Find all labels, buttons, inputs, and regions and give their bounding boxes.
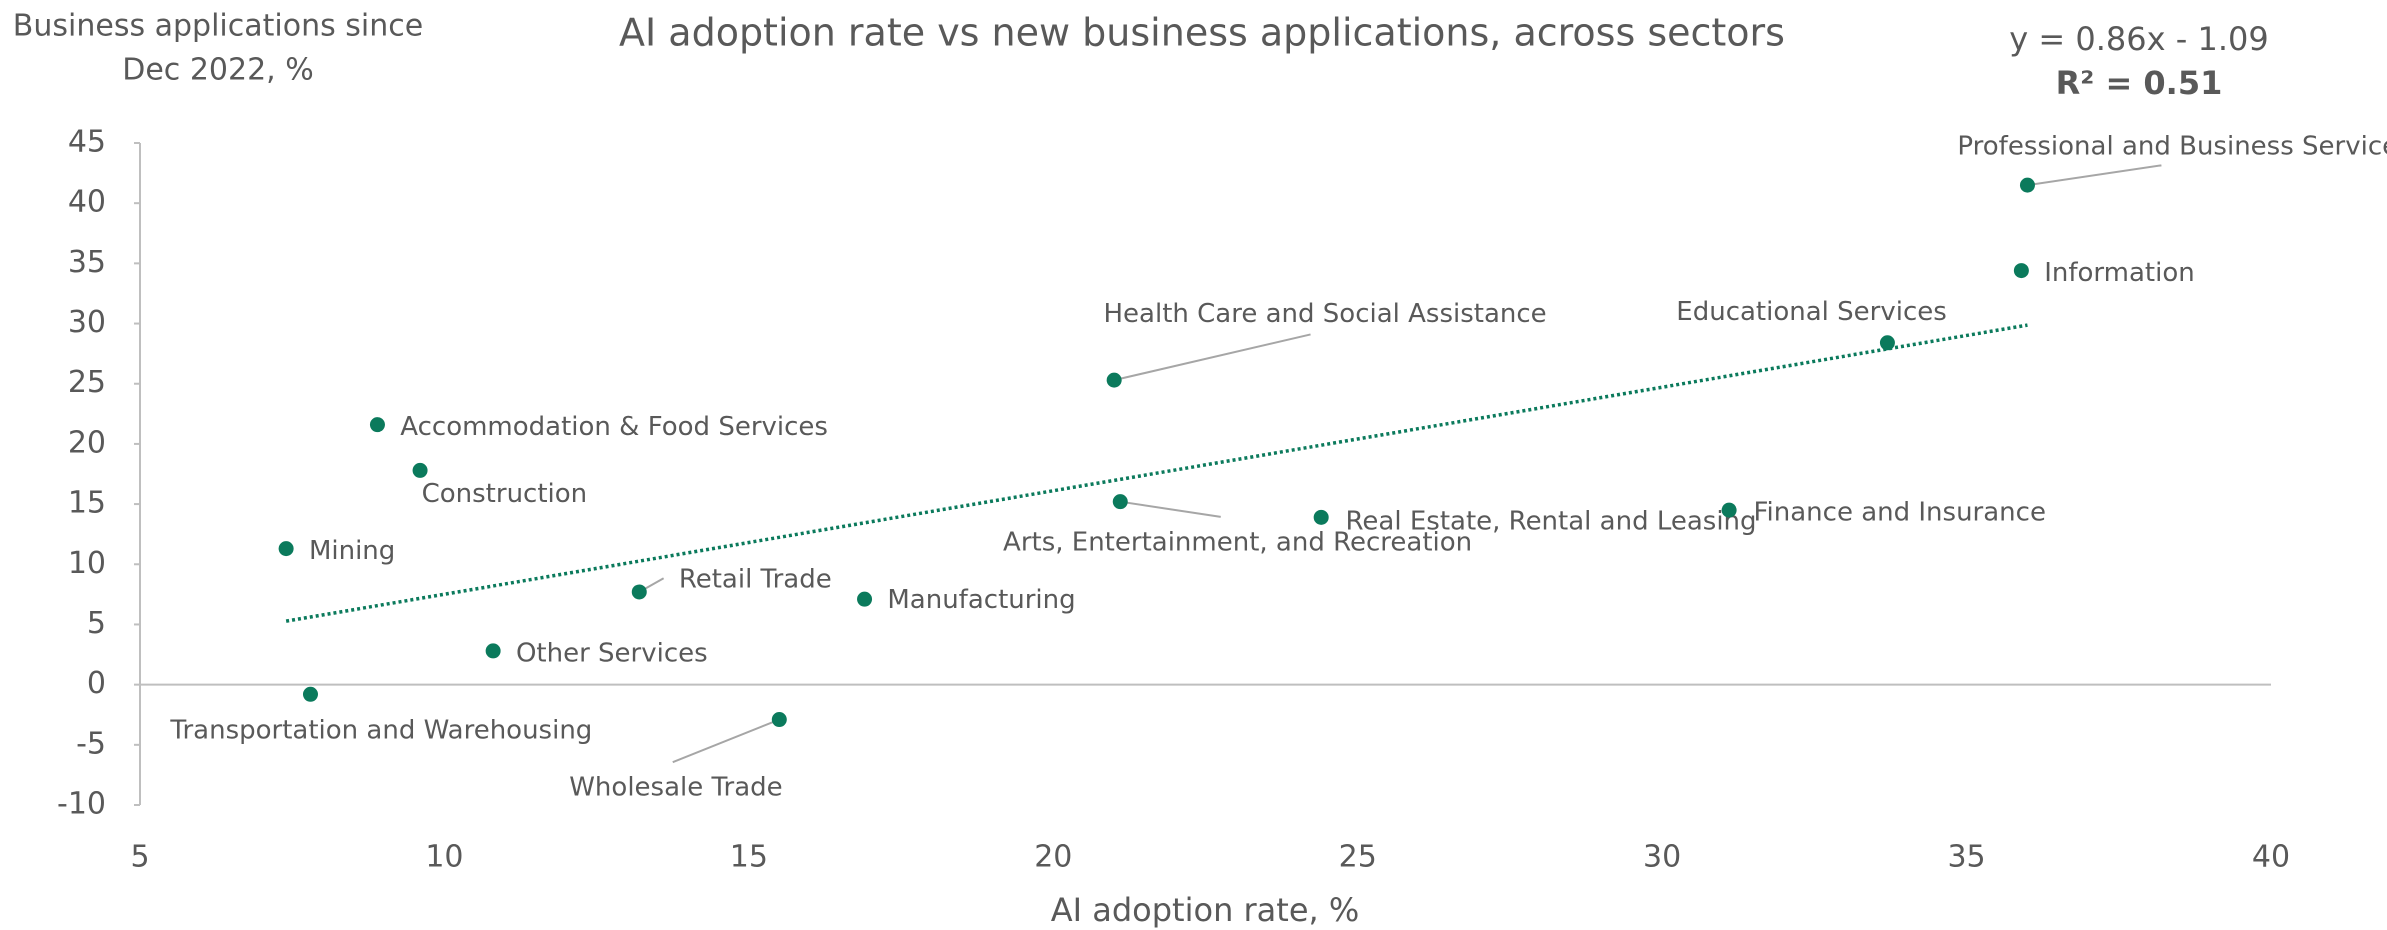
leader-line (1113, 333, 1311, 382)
y-tick-label: 10 (68, 546, 106, 581)
x-tick-label: 15 (730, 840, 768, 875)
x-tick-label: 40 (2252, 840, 2290, 875)
leader-line (672, 718, 780, 764)
point (1879, 335, 1895, 351)
point-label: Health Care and Social Assistance (1104, 299, 1547, 329)
point (302, 686, 318, 702)
point-label: Other Services (516, 638, 708, 668)
leader-line (1120, 500, 1221, 518)
point-label: Transportation and Warehousing (169, 715, 592, 745)
y-tick-label: 40 (68, 185, 106, 220)
point-label: Real Estate, Rental and Leasing (1346, 506, 1757, 536)
y-tick-label: 5 (87, 606, 106, 641)
y-tick-label: 45 (68, 125, 106, 160)
point-label: Finance and Insurance (1753, 498, 2045, 528)
x-axis-title: AI adoption rate, % (1051, 891, 1360, 929)
point (412, 462, 428, 478)
y-tick-label: 0 (87, 666, 106, 701)
point (1112, 494, 1128, 510)
y-tick-label: 15 (68, 486, 106, 521)
trend-equation: y = 0.86x - 1.09 (2009, 20, 2268, 58)
point (2013, 263, 2029, 279)
point (1106, 372, 1122, 388)
x-tick-label: 5 (130, 840, 149, 875)
point-label: Construction (422, 479, 588, 509)
point-label: Professional and Business Services (1957, 132, 2387, 162)
point (369, 417, 385, 433)
x-tick-label: 25 (1339, 840, 1377, 875)
point-label: Wholesale Trade (569, 773, 782, 803)
y-tick-label: 20 (68, 425, 106, 460)
point-label: Information (2044, 258, 2195, 288)
y-tick-label: -10 (57, 787, 106, 822)
y-tick-label: 30 (68, 305, 106, 340)
point-label: Mining (309, 536, 395, 566)
chart-title: AI adoption rate vs new business applica… (619, 11, 1785, 55)
point-label: Retail Trade (679, 564, 832, 594)
point (631, 584, 647, 600)
point-label: Accommodation & Food Services (400, 412, 828, 442)
x-tick-label: 20 (1034, 840, 1072, 875)
point (1313, 509, 1329, 525)
point (771, 712, 787, 728)
point (857, 591, 873, 607)
x-tick-label: 10 (425, 840, 463, 875)
point (2019, 177, 2035, 193)
y-tick-label: 35 (68, 245, 106, 280)
x-tick-label: 35 (1947, 840, 1985, 875)
point (485, 643, 501, 659)
y-tick-label: -5 (76, 726, 106, 761)
point (1721, 502, 1737, 518)
leader-line (2027, 164, 2162, 187)
point (278, 541, 294, 557)
point-label: Manufacturing (887, 585, 1075, 615)
y-axis-title: Business applications since (13, 9, 423, 44)
y-axis-title: Dec 2022, % (122, 53, 314, 88)
trendline (285, 323, 2028, 623)
point-label: Arts, Entertainment, and Recreation (1003, 527, 1472, 557)
y-tick-label: 25 (68, 365, 106, 400)
trend-r2: R² = 0.51 (2056, 64, 2223, 102)
point-label: Educational Services (1676, 297, 1947, 327)
x-tick-label: 30 (1643, 840, 1681, 875)
